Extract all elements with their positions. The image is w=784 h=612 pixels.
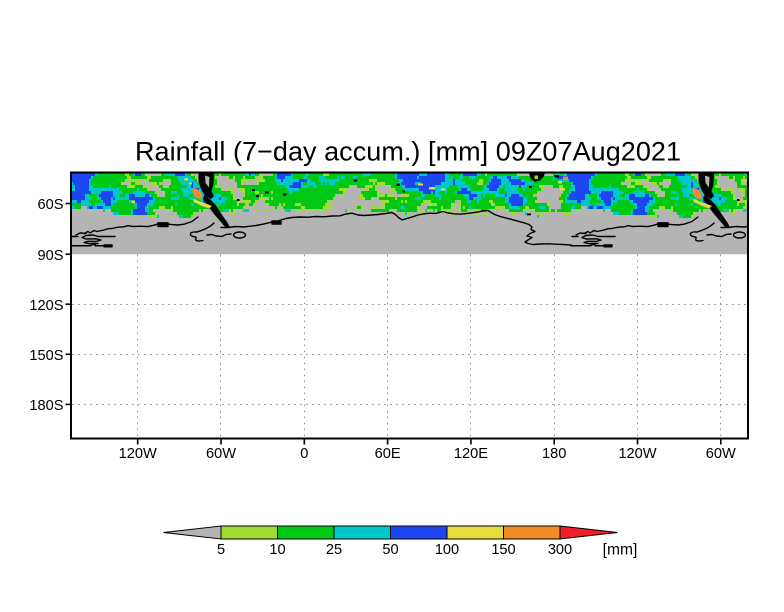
svg-text:180: 180 [542, 446, 566, 462]
svg-text:60W: 60W [206, 446, 236, 462]
svg-text:150: 150 [491, 542, 515, 558]
svg-text:25: 25 [326, 542, 342, 558]
svg-text:150S: 150S [29, 348, 63, 364]
svg-text:120W: 120W [119, 446, 157, 462]
svg-text:120E: 120E [454, 446, 488, 462]
svg-text:60W: 60W [706, 446, 736, 462]
svg-text:50: 50 [382, 542, 398, 558]
svg-text:0: 0 [300, 446, 308, 462]
svg-text:300: 300 [548, 542, 572, 558]
svg-text:5: 5 [217, 542, 225, 558]
svg-text:90S: 90S [38, 248, 64, 264]
svg-text:60E: 60E [375, 446, 401, 462]
svg-text:120W: 120W [618, 446, 656, 462]
svg-text:120S: 120S [29, 298, 63, 314]
svg-text:Rainfall (7−day accum.) [mm] 0: Rainfall (7−day accum.) [mm] 09Z07Aug202… [135, 137, 681, 167]
svg-text:60S: 60S [38, 197, 64, 213]
svg-text:[mm]: [mm] [603, 542, 638, 559]
svg-text:10: 10 [269, 542, 285, 558]
svg-text:100: 100 [435, 542, 459, 558]
svg-text:180S: 180S [29, 398, 63, 414]
